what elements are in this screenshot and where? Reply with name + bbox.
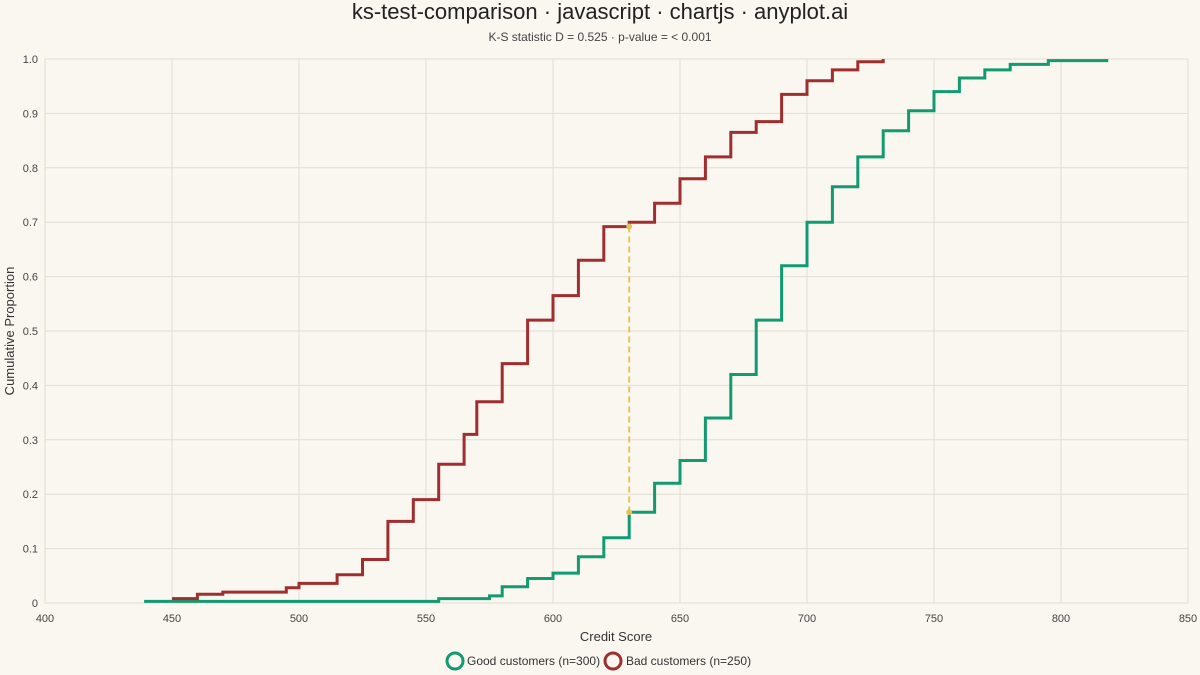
legend-label: Bad customers (n=250) [626, 654, 751, 668]
y-tick-label: 0.6 [23, 272, 38, 284]
ks-marker-layer [626, 223, 633, 516]
y-tick-label: 0.5 [23, 326, 38, 338]
x-tick-label: 500 [290, 613, 308, 625]
series-layer [144, 59, 1109, 603]
legend-marker [445, 651, 465, 671]
legend-marker [603, 651, 623, 671]
x-tick-label: 750 [925, 613, 943, 625]
x-tick-label: 650 [671, 613, 689, 625]
y-tick-label: 0.4 [23, 380, 38, 392]
y-axis-label: Cumulative Proportion [2, 267, 17, 396]
y-tick-label: 0 [32, 598, 38, 610]
y-tick-label: 0.8 [23, 163, 38, 175]
y-tick-label: 0.2 [23, 489, 38, 501]
ecdf-line-series-2 [172, 59, 885, 601]
legend-item-2[interactable]: Bad customers (n=250) [603, 651, 751, 671]
legend-item-1[interactable]: Good customers (n=300) [445, 651, 600, 671]
x-tick-label: 850 [1179, 613, 1197, 625]
grid-layer [44, 58, 1189, 604]
x-tick-label: 400 [36, 613, 54, 625]
x-tick-label: 550 [417, 613, 435, 625]
y-tick-label: 0.7 [23, 217, 38, 229]
y-tick-label: 0.3 [23, 435, 38, 447]
chart-title: ks-test-comparison · javascript · chartj… [352, 0, 848, 24]
y-tick-label: 0.1 [23, 544, 38, 556]
x-tick-label: 450 [163, 613, 181, 625]
legend: Good customers (n=300) Bad customers (n=2… [445, 651, 751, 671]
x-tick-label: 600 [544, 613, 562, 625]
y-axis-ticks: 0 0.1 0.2 0.3 0.4 0.5 0.6 0.7 0.8 0.9 1.0 [23, 54, 38, 610]
x-tick-label: 800 [1052, 613, 1070, 625]
chart-subtitle: K-S statistic D = 0.525 · p-value = < 0.… [488, 30, 711, 44]
ecdf-line-series-1 [144, 59, 1109, 603]
x-axis-ticks: 400 450 500 550 600 650 700 750 800 850 [36, 613, 1197, 625]
y-tick-label: 1.0 [23, 54, 38, 66]
x-tick-label: 700 [798, 613, 816, 625]
y-tick-label: 0.9 [23, 108, 38, 120]
legend-label: Good customers (n=300) [467, 654, 600, 668]
x-axis-label: Credit Score [580, 629, 652, 644]
ks-marker-bottom [626, 509, 633, 516]
ks-marker-top [626, 223, 633, 230]
